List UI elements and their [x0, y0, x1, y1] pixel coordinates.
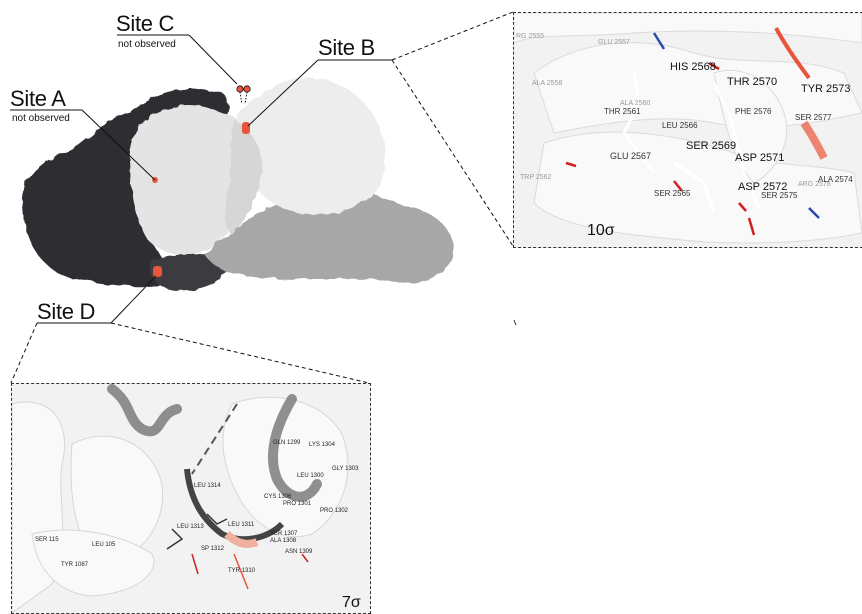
- residue-label: LEU 1314: [194, 483, 221, 489]
- site-d-leader: [110, 275, 157, 324]
- residue-label: HIS 2568: [670, 61, 716, 73]
- residue-label: SER 2569: [686, 140, 737, 152]
- site-d-marker: [153, 266, 162, 277]
- site-b-sigma-label: 10σ: [587, 222, 615, 239]
- residue-label: LYS 1304: [309, 442, 335, 448]
- residue-label: PRO 1302: [320, 508, 349, 514]
- residue-label: CYS 1306: [264, 494, 292, 500]
- residue-label: TYR 2573: [801, 83, 851, 95]
- residue-label: TRP 2562: [520, 174, 552, 181]
- light-subunit: [129, 77, 386, 255]
- leader-lines: [10, 34, 392, 324]
- residue-label: RG 2555: [516, 33, 545, 40]
- residue-label: ALA 2574: [818, 175, 853, 184]
- residue-label: ARG 2578: [798, 181, 831, 188]
- site-b-density-map: [514, 13, 862, 244]
- residue-label: LEU 105: [92, 542, 116, 548]
- residue-label: GLN 1299: [273, 440, 301, 446]
- zoom-lines: [10, 11, 514, 384]
- site-b-marker: [242, 122, 250, 134]
- residue-label: ASP 2572: [738, 181, 788, 193]
- site-b-label: Site B: [318, 35, 375, 60]
- residue-label: LEU 1311: [228, 522, 255, 528]
- site-d-density-map: [12, 384, 349, 613]
- site-b-leader: [247, 59, 319, 127]
- residue-label: LEU 1300: [297, 473, 324, 479]
- site-a-note: not observed: [12, 113, 70, 124]
- site-c-label: Site C: [116, 11, 175, 36]
- residue-label: SER 1307: [270, 531, 298, 537]
- residue-label: ASP 2571: [735, 152, 785, 164]
- residue-label: ALA 2558: [532, 80, 563, 87]
- residue-label: TYR 1310: [228, 568, 256, 574]
- residue-label: SP 1312: [201, 546, 224, 552]
- residue-label: THR 2570: [727, 76, 778, 88]
- residue-label: ALA 2560: [620, 100, 651, 107]
- residue-label: PRO 1301: [283, 501, 312, 507]
- residue-label: SER 115: [35, 537, 59, 543]
- residue-label: GLY 1303: [332, 466, 359, 472]
- residue-label: SER 2577: [795, 113, 832, 122]
- residue-label: TYR 1087: [61, 562, 89, 568]
- residue-label: ALA 1308: [270, 538, 297, 544]
- residue-label: SER 2575: [761, 191, 798, 200]
- site-c-note: not observed: [118, 39, 176, 50]
- site-b-zoom-panel: RG 2555 GLU 2557 HIS 2568 ALA 2558 ALA 2…: [513, 12, 862, 248]
- site-a-label: Site A: [10, 86, 66, 111]
- site-c-marker: [236, 85, 251, 105]
- site-c-leader: [188, 34, 238, 85]
- residue-label: PHE 2576: [735, 107, 772, 116]
- site-d-label: Site D: [37, 299, 96, 324]
- residue-label: SER 2565: [654, 189, 691, 198]
- stray-mark: [513, 319, 517, 326]
- residue-label: GLU 2557: [598, 39, 630, 46]
- site-d-zoom-panel: GLN 1299 LYS 1304 LEU 1300 GLY 1303 LEU …: [11, 383, 371, 614]
- residue-label: THR 2561: [604, 107, 641, 116]
- residue-label: GLU 2567: [610, 151, 652, 161]
- grey-subunit: [205, 183, 454, 283]
- site-a-leader: [81, 109, 156, 181]
- residue-label: LEU 2566: [662, 121, 698, 130]
- residue-label: LEU 1313: [177, 524, 204, 530]
- site-d-sigma-label: 7σ: [342, 594, 361, 611]
- residue-label: ASN 1309: [285, 549, 313, 555]
